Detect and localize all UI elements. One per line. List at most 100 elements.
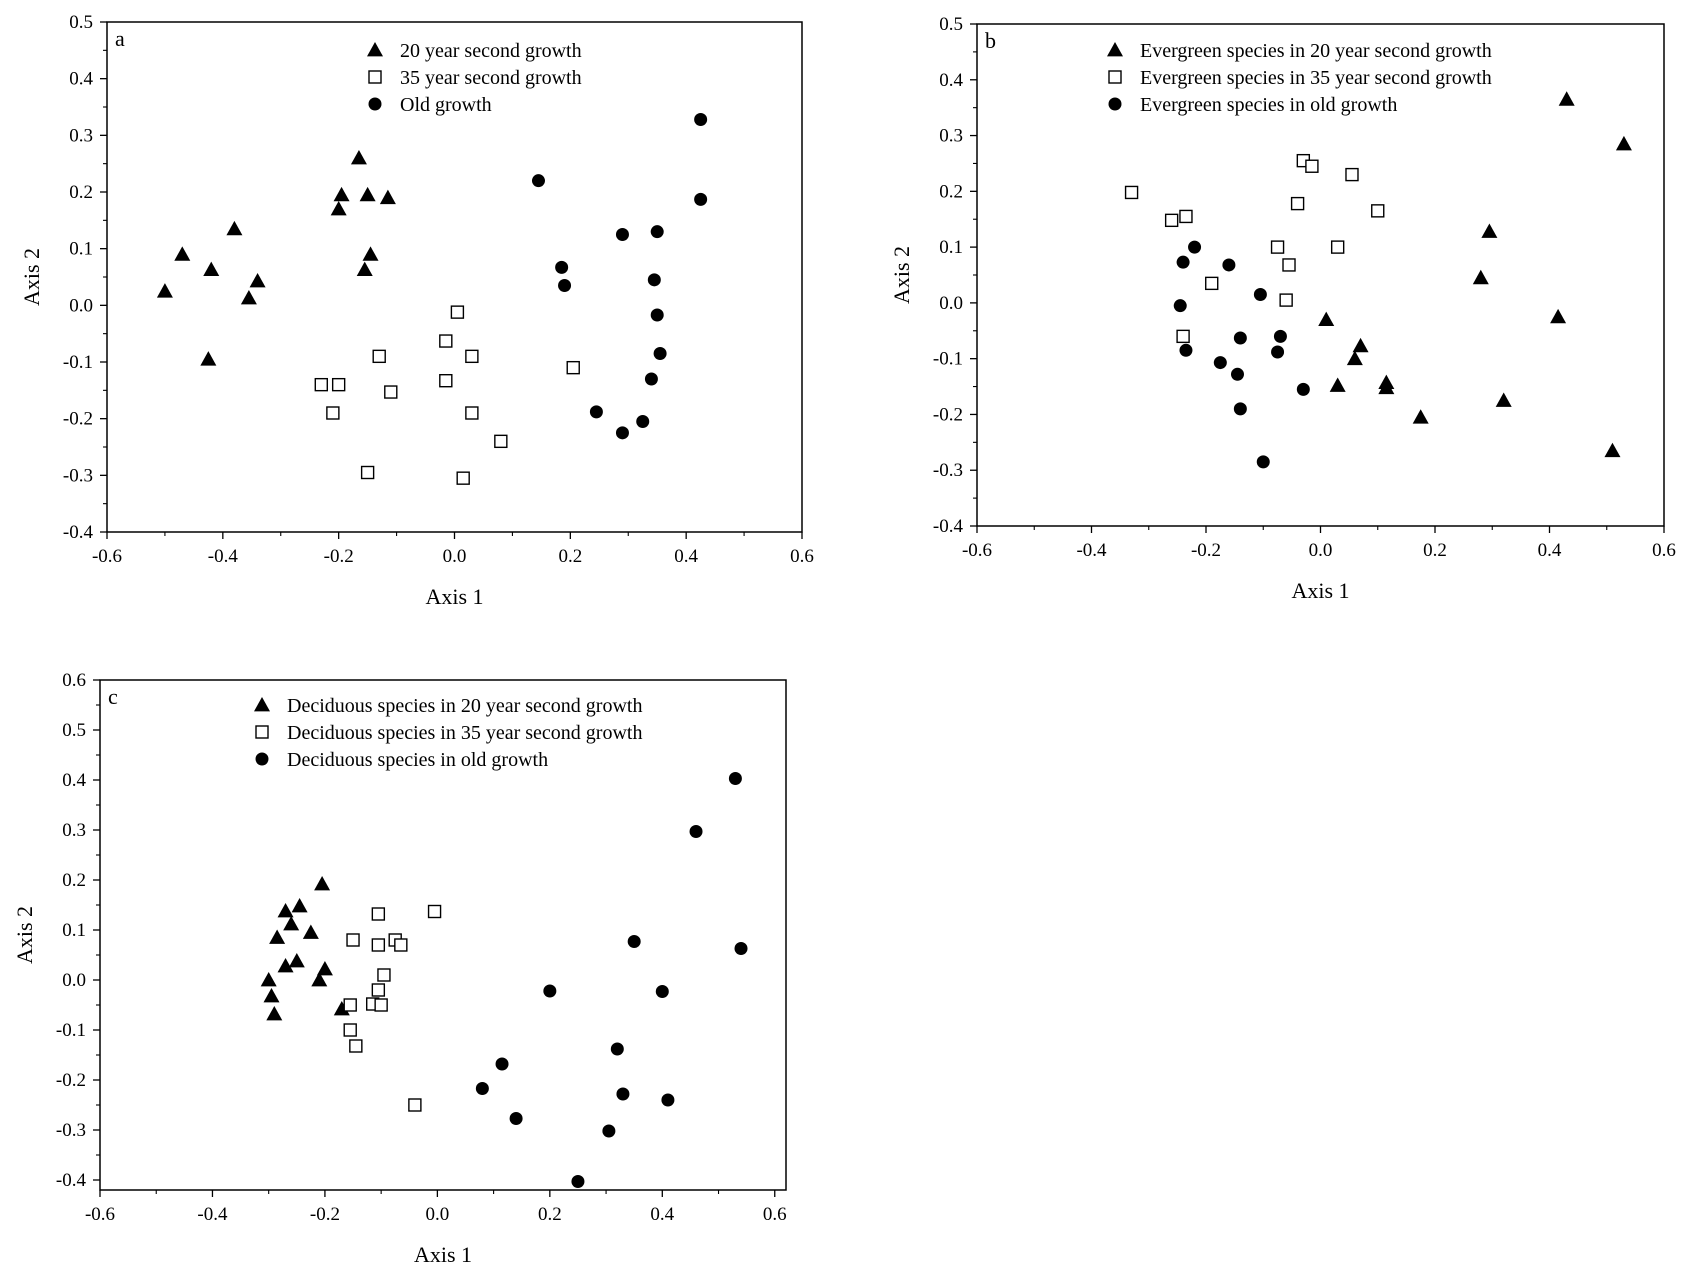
data-point (1176, 329, 1190, 344)
data-point (349, 1039, 363, 1053)
series-3 (1173, 240, 1310, 469)
data-point (494, 434, 508, 449)
data-point (1550, 308, 1567, 324)
data-point (359, 186, 376, 202)
x-tick-label: 0.6 (1652, 540, 1676, 561)
data-point (333, 186, 350, 202)
data-point (1270, 240, 1285, 254)
data-point (439, 374, 453, 388)
data-point (1412, 409, 1429, 424)
legend-marker (368, 97, 382, 111)
y-tick-label: 0.1 (69, 239, 93, 260)
data-point (644, 372, 658, 386)
panel-label: c (108, 684, 118, 709)
legend: Deciduous species in 20 year second grow… (254, 695, 642, 771)
data-point (1271, 345, 1285, 359)
data-point (1329, 377, 1346, 392)
y-tick-label: -0.3 (933, 460, 963, 481)
data-point (379, 189, 396, 205)
data-point (249, 272, 266, 288)
legend: 20 year second growth 35 year second grow… (367, 40, 582, 116)
y-tick-label: 0.2 (62, 870, 86, 891)
legend-marker (368, 70, 382, 84)
data-point (456, 471, 470, 485)
data-point (203, 261, 220, 277)
data-point (1371, 204, 1385, 218)
y-tick-label: -0.1 (63, 352, 93, 373)
data-point (571, 1175, 585, 1188)
legend-marker (1108, 70, 1122, 84)
y-axis-label: Axis 2 (12, 906, 37, 964)
x-tick-label: 0.2 (558, 546, 582, 567)
y-tick-label: -0.3 (63, 465, 93, 486)
data-point (374, 998, 388, 1012)
x-tick-label: -0.2 (1191, 540, 1221, 561)
data-point (283, 916, 300, 931)
data-point (465, 406, 479, 420)
data-point (362, 246, 379, 261)
legend-entry: 35 year second growth (400, 67, 582, 89)
x-tick-label: 0.0 (443, 546, 467, 567)
y-tick-label: 0.5 (62, 720, 86, 741)
data-point (653, 347, 667, 360)
legend: Evergreen species in 20 year second grow… (1107, 40, 1492, 116)
data-point (1352, 337, 1369, 353)
legend-entry: Evergreen species in 35 year second grow… (1140, 67, 1492, 89)
y-tick-label: -0.3 (56, 1120, 86, 1141)
panel-label: a (115, 26, 125, 51)
data-point (377, 968, 391, 982)
data-point (269, 929, 286, 944)
data-point (408, 1098, 422, 1112)
data-point (1318, 311, 1335, 327)
data-point (1495, 392, 1512, 407)
data-point (1604, 442, 1621, 458)
legend-marker (255, 725, 269, 739)
y-axis-label: Axis 2 (889, 246, 914, 304)
legend-marker (255, 752, 269, 766)
data-point (531, 174, 545, 188)
data-point (1233, 402, 1247, 416)
x-tick-label: 0.2 (538, 1204, 562, 1225)
y-tick-label: 0.5 (939, 14, 963, 35)
x-tick-label: -0.4 (197, 1204, 228, 1225)
y-tick-label: 0.2 (939, 181, 963, 202)
y-tick-label: -0.2 (56, 1070, 86, 1091)
data-point (509, 1112, 523, 1125)
data-point (343, 998, 357, 1012)
data-point (1164, 213, 1179, 228)
data-point (1205, 276, 1219, 291)
data-point (360, 465, 375, 480)
data-point (1188, 240, 1202, 254)
x-axis-label: Axis 1 (414, 1242, 472, 1267)
data-point (647, 273, 661, 287)
legend-entry: Deciduous species in 35 year second grow… (287, 722, 642, 744)
data-point (655, 985, 669, 998)
data-point (174, 246, 191, 261)
x-tick-label: -0.6 (85, 1204, 115, 1225)
x-tick-label: 0.0 (426, 1204, 450, 1225)
x-tick-label: -0.6 (92, 546, 122, 567)
data-point (1558, 91, 1575, 106)
x-tick-label: -0.2 (324, 546, 354, 567)
data-point (602, 1124, 616, 1138)
x-tick-label: -0.4 (1076, 540, 1107, 561)
data-point (694, 112, 708, 126)
data-point (439, 334, 453, 348)
data-point (543, 984, 557, 998)
x-axis-label: Axis 1 (425, 584, 483, 609)
data-point (1290, 196, 1305, 211)
series-1 (260, 876, 350, 1021)
data-point (346, 933, 360, 947)
x-axis-label: Axis 1 (1291, 578, 1349, 603)
plot-frame (99, 679, 787, 1191)
y-tick-label: 0.3 (62, 820, 86, 841)
data-point (200, 351, 217, 366)
data-point (636, 415, 650, 428)
data-point (589, 405, 603, 419)
data-point (277, 958, 294, 973)
data-point (465, 349, 479, 364)
data-point (1124, 185, 1139, 200)
y-tick-label: 0.1 (62, 920, 86, 941)
legend-marker (1107, 42, 1123, 57)
data-point (450, 305, 465, 319)
